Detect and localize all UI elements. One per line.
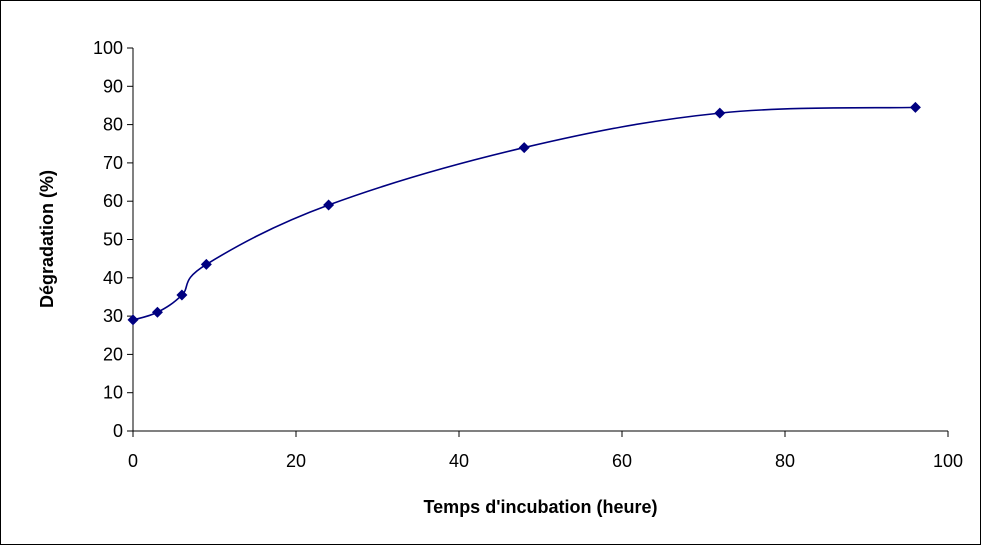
y-tick-label: 30 xyxy=(103,306,123,326)
y-tick-label: 20 xyxy=(103,344,123,364)
y-tick-label: 70 xyxy=(103,153,123,173)
y-tick-label: 50 xyxy=(103,230,123,250)
x-tick-label: 40 xyxy=(449,451,469,471)
x-axis-title: Temps d'incubation (heure) xyxy=(424,497,658,517)
axes xyxy=(132,48,948,432)
x-tick-label: 100 xyxy=(933,451,963,471)
data-point xyxy=(176,289,188,301)
x-ticks: 0 20 40 60 80 100 xyxy=(128,431,963,471)
x-tick-label: 0 xyxy=(128,451,138,471)
y-tick-label: 60 xyxy=(103,191,123,211)
series-markers xyxy=(127,101,921,326)
series-line xyxy=(132,106,916,321)
y-tick-label: 100 xyxy=(93,38,123,58)
y-tick-label: 90 xyxy=(103,76,123,96)
x-tick-label: 20 xyxy=(286,451,306,471)
y-tick-label: 40 xyxy=(103,268,123,288)
x-tick-label: 80 xyxy=(775,451,795,471)
data-point xyxy=(518,142,530,154)
y-tick-label: 10 xyxy=(103,383,123,403)
y-tick-label: 0 xyxy=(113,421,123,441)
y-axis-title: Dégradation (%) xyxy=(37,170,57,308)
data-point xyxy=(909,101,921,113)
x-tick-label: 60 xyxy=(612,451,632,471)
data-point xyxy=(323,199,335,211)
y-tick-label: 80 xyxy=(103,115,123,135)
data-point xyxy=(200,258,212,270)
y-ticks: 0 10 20 30 40 50 60 70 80 90 100 xyxy=(93,38,133,441)
data-point xyxy=(151,306,163,318)
data-point xyxy=(714,107,726,119)
data-point xyxy=(127,314,139,326)
